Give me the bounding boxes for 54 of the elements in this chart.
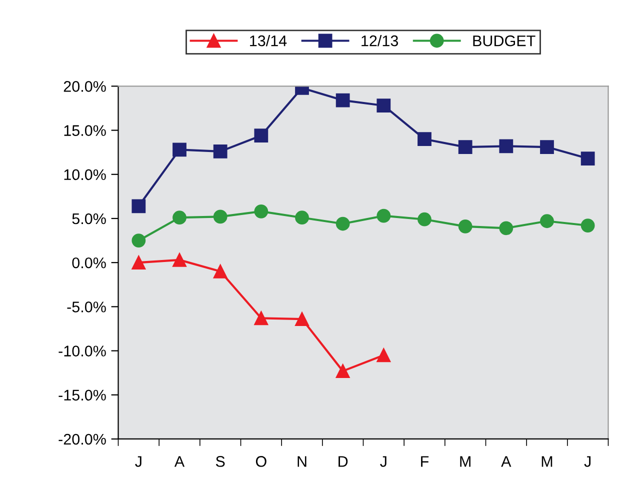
y-tick-label: 0.0%	[72, 257, 106, 268]
point	[540, 140, 554, 154]
point	[213, 264, 228, 278]
point	[254, 311, 268, 326]
x-tick-label: M	[460, 456, 470, 467]
y-tick-label: 10.0%	[64, 169, 106, 180]
legend-label: BUDGET	[473, 35, 536, 46]
point	[172, 142, 186, 157]
point	[132, 256, 146, 270]
y-tick-label: -20.0%	[58, 434, 106, 445]
y-tick-label: -10.0%	[58, 346, 106, 356]
point	[132, 234, 146, 248]
y-tick-label: 20.0%	[64, 81, 106, 92]
x-tick-label: F	[421, 456, 429, 467]
point	[580, 218, 595, 232]
point	[295, 312, 309, 326]
point	[254, 204, 268, 218]
y-tick-label: 5.0%	[72, 213, 106, 224]
point	[172, 252, 186, 267]
point	[172, 210, 186, 225]
x-tick-label: S	[216, 456, 225, 467]
legend-label: 12/13	[362, 35, 398, 46]
point	[580, 152, 595, 166]
x-tick-label: D	[338, 456, 348, 467]
y-tick-label: 15.0%	[64, 125, 106, 136]
point	[213, 210, 228, 224]
x-tick-label: M	[542, 456, 552, 467]
point	[254, 128, 268, 143]
point	[336, 93, 350, 108]
x-tick-label: N	[298, 456, 306, 467]
point	[376, 348, 391, 362]
x-tick-label: J	[584, 456, 591, 467]
point	[499, 221, 514, 236]
point	[213, 144, 228, 158]
point	[418, 212, 432, 226]
point	[376, 98, 391, 113]
y-tick-label: -15.0%	[58, 390, 106, 401]
point	[336, 364, 350, 378]
point	[295, 210, 309, 225]
point	[540, 214, 554, 228]
point	[336, 216, 350, 231]
point	[418, 132, 432, 146]
point	[458, 219, 472, 234]
legend-label: 13/14	[250, 35, 287, 46]
x-tick-label: A	[174, 456, 185, 467]
point	[376, 208, 391, 223]
x-tick-label: A	[501, 456, 512, 467]
point	[132, 199, 146, 214]
point	[458, 140, 472, 154]
x-tick-label: J	[135, 456, 142, 467]
x-tick-label: J	[380, 456, 386, 467]
x-tick-label: O	[256, 456, 266, 467]
y-tick-label: -5.0%	[67, 302, 106, 312]
point	[499, 139, 514, 154]
